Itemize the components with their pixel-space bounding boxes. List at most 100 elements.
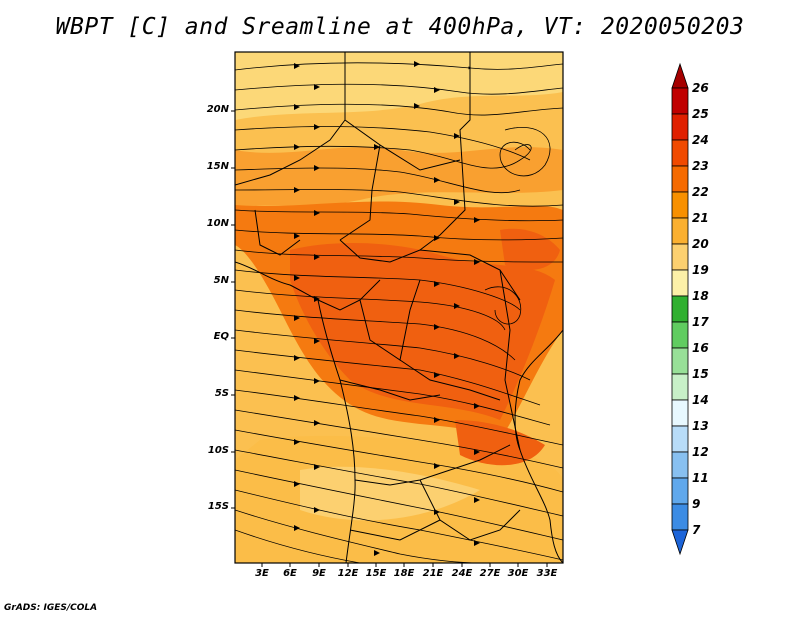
colorbar-label: 18 [692,289,709,303]
lat-label: 10N [206,218,229,229]
colorbar-swatch [671,62,689,89]
colorbar-swatch [671,217,689,245]
streamline [235,309,516,361]
colorbar-swatch [671,347,689,375]
colorbar-label: 7 [692,523,701,537]
streamline [235,389,563,446]
colorbar-swatch [671,191,689,219]
lon-label: 15E [365,568,387,579]
streamline [235,269,521,311]
colorbar-swatch [671,165,689,193]
lat-label: 5N [213,275,229,286]
colorbar-label: 16 [692,341,709,355]
colorbar-label: 22 [692,185,709,199]
colorbar-swatch [671,425,689,453]
streamline [235,167,521,194]
border [399,359,501,401]
colorbar-label: 13 [692,419,709,433]
streamline [235,369,551,426]
lon-label: 12E [337,568,359,579]
axis-ticks [231,110,548,567]
colorbar-swatch [671,269,689,297]
lon-label: 3E [255,568,269,579]
streamline [235,429,563,493]
chart-title: WBPT [C] and Sreamline at 400hPa, VT: 20… [55,14,745,40]
border [499,269,521,451]
colorbar-swatch [671,321,689,349]
colorbar-label: 14 [692,393,709,407]
colorbar-label: 17 [692,315,709,329]
colorbar-label: 9 [692,497,701,511]
colorbar-swatch [671,113,689,141]
lat-label: 5S [214,388,229,399]
lat-label: 20N [206,104,229,115]
lon-label: 24E [451,568,473,579]
lon-label: 6E [283,568,297,579]
border [349,519,441,541]
lat-label: EQ [213,331,229,342]
colorbar-label: 25 [692,107,709,121]
border [254,209,301,256]
lat-label: 15N [206,161,229,172]
border [354,444,511,486]
colorbar-swatch [671,295,689,323]
coastline [235,261,356,563]
country-borders [235,52,563,563]
streamline [499,127,551,177]
border [339,379,441,401]
colorbar-swatch [671,243,689,271]
streamline [235,329,531,381]
streamline [235,126,531,161]
streamline [484,286,522,325]
lon-label: 9E [312,568,326,579]
lat-label: 15S [207,501,229,512]
colorbar-swatch [671,451,689,479]
temperature-field [235,52,563,563]
lon-label: 33E [536,568,558,579]
colorbar-label: 19 [692,263,709,277]
colorbar-swatch [671,373,689,401]
colorbar-swatch [671,503,689,531]
lat-label: 10S [207,445,229,456]
colorbar-label: 15 [692,367,709,381]
colorbar-label: 12 [692,445,709,459]
colorbar-swatch [671,139,689,167]
streamline [235,289,506,331]
streamline [235,349,541,406]
map-frame [234,51,564,564]
colorbar-label: 26 [692,81,709,95]
lon-label: 18E [393,568,415,579]
lon-label: 30E [507,568,529,579]
streamline [235,449,563,517]
colorbar-swatch [671,477,689,505]
lon-label: 21E [422,568,444,579]
streamline-arrows [294,61,480,556]
streamline [235,189,563,207]
colorbar-label: 24 [692,133,709,147]
streamlines [235,62,563,563]
colorbar-label: 20 [692,237,709,251]
streamline [235,409,563,469]
border [419,52,471,251]
colorbar-swatch [671,399,689,427]
streamline [235,209,563,222]
credit-text: GrADS: IGES/COLA [4,603,98,613]
streamline [235,469,563,541]
colorbar-label: 21 [692,211,709,225]
streamline [235,62,563,71]
colorbar-label: 11 [692,471,709,485]
lon-label: 27E [479,568,501,579]
border [235,119,346,186]
streamline [235,103,563,116]
border [339,52,381,241]
colorbar-swatch [671,529,689,556]
streamline [235,144,532,169]
colorbar-swatch [671,87,689,115]
colorbar [671,62,689,556]
streamline [235,229,563,241]
streamline [235,249,563,263]
border [379,144,461,171]
streamline [235,509,481,563]
colorbar-label: 23 [692,159,709,173]
